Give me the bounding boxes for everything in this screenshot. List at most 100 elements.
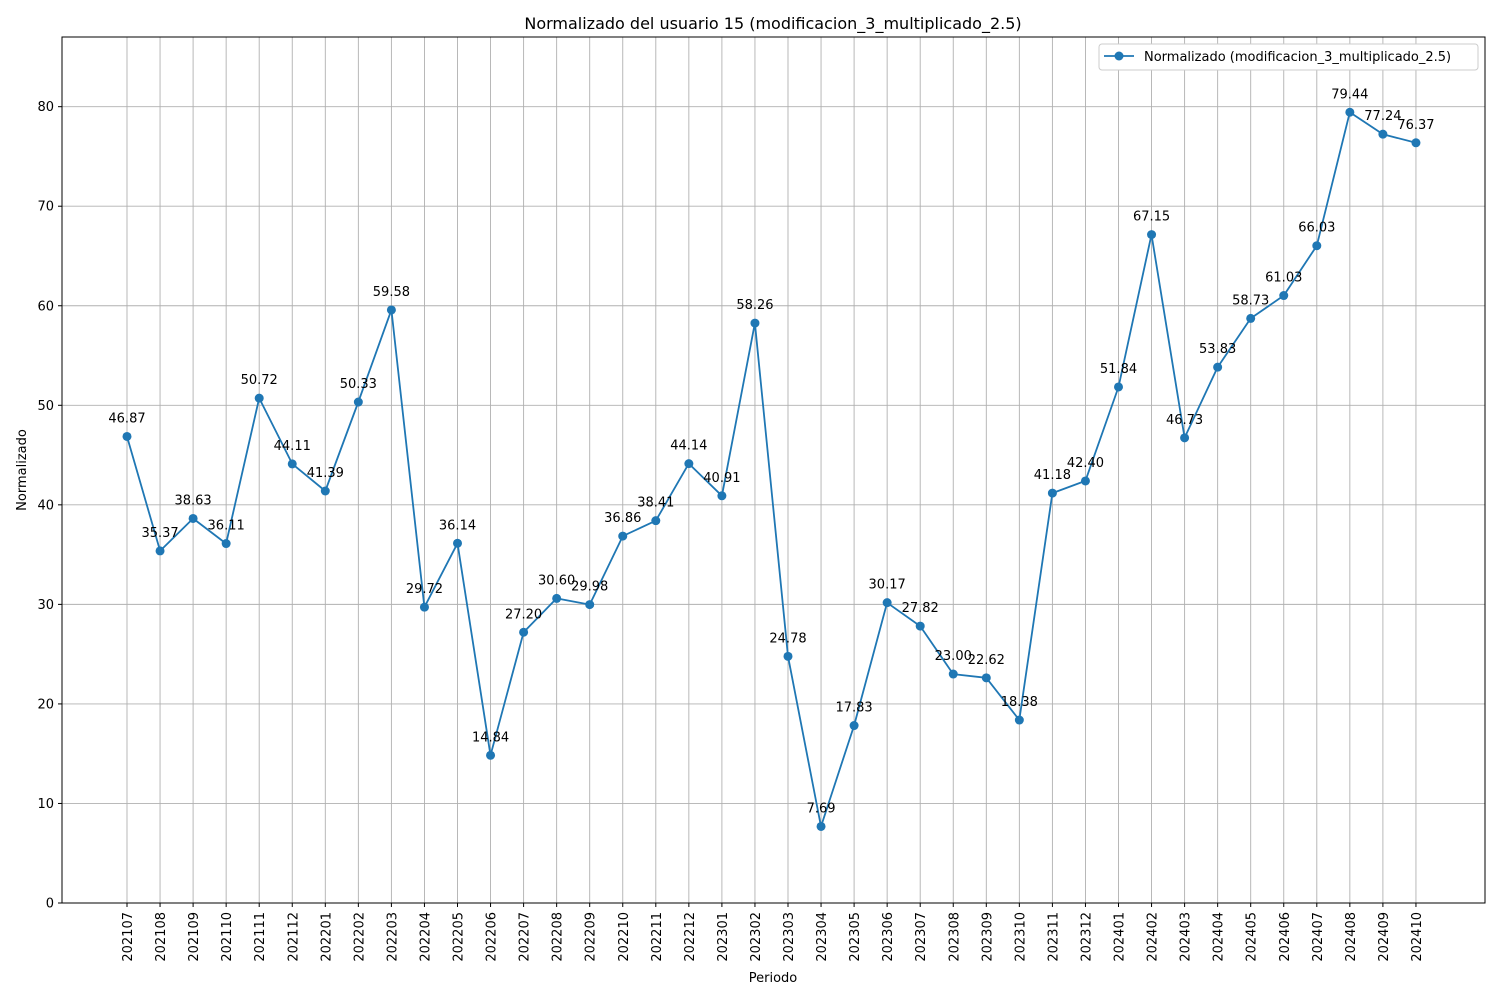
data-label: 30.17 (869, 578, 906, 593)
data-label: 38.41 (637, 496, 674, 511)
data-label: 67.15 (1133, 210, 1170, 225)
data-label: 44.14 (670, 439, 707, 454)
x-tick-label: 202305 (848, 912, 863, 962)
plot-frame (61, 36, 1486, 904)
data-point (750, 318, 760, 328)
data-point (1312, 241, 1322, 251)
x-tick-label: 202204 (418, 912, 433, 962)
x-tick-label: 202301 (716, 912, 731, 962)
x-tick-label: 202112 (286, 912, 301, 962)
data-point (1047, 488, 1057, 498)
data-point (353, 397, 363, 407)
legend-box (1098, 43, 1479, 71)
data-point (221, 539, 231, 549)
data-point (783, 651, 793, 661)
data-point (155, 546, 165, 556)
x-tick-label: 202405 (1245, 912, 1260, 962)
x-tick-label: 202402 (1146, 912, 1161, 962)
x-tick-label: 202207 (518, 912, 533, 962)
data-label: 41.39 (307, 466, 344, 481)
data-label: 50.33 (340, 377, 377, 392)
y-tick-label: 50 (37, 399, 54, 414)
data-label: 66.03 (1298, 221, 1335, 236)
x-tick-label: 202203 (385, 912, 400, 962)
y-tick-label: 10 (37, 797, 54, 812)
data-point (1345, 107, 1355, 117)
x-tick-label: 202312 (1079, 912, 1094, 962)
data-point (1213, 362, 1223, 372)
data-label: 41.18 (1034, 468, 1071, 483)
x-tick-label: 202404 (1212, 912, 1227, 962)
x-tick-label: 202304 (815, 912, 830, 962)
x-tick-label: 202108 (154, 912, 169, 962)
data-point (287, 459, 297, 469)
x-tick-label: 202212 (683, 912, 698, 962)
x-tick-label: 202407 (1311, 912, 1326, 962)
x-tick-label: 202408 (1344, 912, 1359, 962)
y-tick-label: 30 (37, 598, 54, 613)
x-tick-label: 202310 (1013, 912, 1028, 962)
data-label: 79.44 (1331, 87, 1368, 102)
data-label: 22.62 (968, 653, 1005, 668)
x-tick-label: 202210 (617, 912, 632, 962)
x-tick-label: 202206 (485, 912, 500, 962)
x-tick-label: 202403 (1179, 912, 1194, 962)
series-line-group (122, 107, 1421, 831)
data-label: 29.98 (571, 580, 608, 595)
x-tick-label: 202202 (352, 912, 367, 962)
data-label: 46.73 (1166, 413, 1203, 428)
data-label: 18.38 (1001, 695, 1038, 710)
x-tick-label: 202107 (121, 912, 136, 962)
y-axis-label: Normalizado (15, 429, 30, 511)
data-label: 58.26 (736, 298, 773, 313)
data-label: 27.82 (902, 601, 939, 616)
x-tick-label: 202109 (187, 912, 202, 962)
data-label: 14.84 (472, 730, 509, 745)
chart-title: Normalizado del usuario 15 (modificacion… (524, 14, 1021, 34)
data-point (1080, 476, 1090, 486)
data-label: 51.84 (1100, 362, 1137, 377)
x-tick-label: 202409 (1377, 912, 1392, 962)
data-point (981, 673, 991, 683)
data-label: 7.69 (807, 801, 836, 816)
x-tick-label: 202311 (1046, 912, 1061, 962)
data-point (1114, 382, 1123, 392)
x-tick-label: 202406 (1278, 912, 1293, 962)
data-point (948, 669, 958, 679)
x-tick-label: 202110 (220, 912, 235, 962)
legend-label: Normalizado (modificacion_3_multiplicado… (1144, 50, 1451, 65)
data-point (1014, 715, 1024, 725)
data-point (1411, 138, 1421, 148)
data-point (519, 627, 529, 637)
data-point (453, 538, 462, 548)
y-axis-ticks: 0 10 20 30 40 50 60 70 80 (37, 100, 62, 912)
y-tick-label: 80 (37, 100, 54, 115)
data-label: 59.58 (373, 285, 410, 300)
data-point (486, 750, 496, 760)
x-tick-label: 202211 (650, 912, 665, 962)
data-label: 53.83 (1199, 342, 1236, 357)
data-label: 50.72 (241, 373, 278, 388)
y-tick-label: 0 (46, 897, 54, 912)
x-tick-label: 202308 (947, 912, 962, 962)
y-tick-label: 20 (37, 697, 54, 712)
x-axis-ticks: 202107 202108 202109 202110 202111 202112 2022… (121, 903, 1425, 962)
x-tick-label: 202309 (980, 912, 995, 962)
data-point (915, 621, 925, 631)
x-tick-label: 202303 (782, 912, 797, 962)
data-point (585, 600, 595, 610)
data-label: 42.40 (1067, 456, 1104, 471)
x-tick-label: 202410 (1410, 912, 1425, 962)
data-point (882, 598, 892, 608)
data-label: 29.72 (406, 582, 443, 597)
legend: Normalizado (modificacion_3_multiplicado… (1098, 43, 1479, 71)
x-tick-label: 202111 (253, 912, 268, 962)
data-label: 46.87 (108, 411, 145, 426)
legend-marker-swatch (1114, 51, 1124, 61)
data-point (618, 531, 628, 541)
data-point (320, 486, 330, 496)
data-point (1378, 129, 1388, 139)
x-tick-label: 202306 (881, 912, 896, 962)
x-tick-label: 202208 (551, 912, 566, 962)
